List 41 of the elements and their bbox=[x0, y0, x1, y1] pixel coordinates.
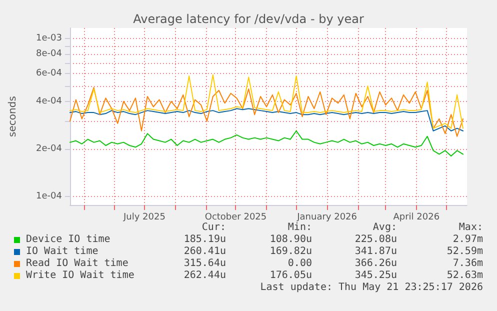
legend-label: IO Wait time bbox=[26, 246, 98, 258]
chart-title: Average latency for /dev/vda - by year bbox=[133, 12, 364, 26]
y-tick-label: 1e-03 bbox=[36, 34, 62, 44]
legend-label: Write IO Wait time bbox=[26, 270, 134, 282]
text: Min: bbox=[288, 222, 312, 234]
y-tick-label: 1e-04 bbox=[36, 191, 62, 202]
text: 0.00 bbox=[288, 258, 312, 270]
line-series bbox=[70, 87, 464, 137]
y-tick-label: 2e-04 bbox=[36, 144, 62, 154]
y-axis-title: seconds bbox=[8, 96, 18, 137]
line-series bbox=[70, 130, 464, 157]
text: Last update: Thu May 21 23:25:17 2026 bbox=[260, 282, 483, 294]
text: 262.44u bbox=[184, 270, 226, 282]
y-tick-label: 8e-04 bbox=[36, 49, 62, 60]
y-tick-label: 6e-04 bbox=[36, 68, 62, 79]
legend-label: Read IO Wait time bbox=[26, 258, 128, 270]
text: 169.82u bbox=[270, 246, 312, 258]
text: 52.59m bbox=[446, 246, 483, 258]
x-tick-label: April 2026 bbox=[393, 212, 440, 222]
text: 341.87u bbox=[354, 246, 397, 258]
text: 225.08u bbox=[354, 234, 397, 246]
text: 185.19u bbox=[184, 234, 226, 246]
text: 108.90u bbox=[270, 234, 312, 246]
x-tick-label: October 2025 bbox=[204, 212, 267, 222]
legend-label: Device IO time bbox=[26, 234, 110, 246]
text: Max: bbox=[458, 222, 483, 234]
text: 7.36m bbox=[452, 258, 483, 270]
line-series bbox=[70, 108, 464, 132]
text: 260.41u bbox=[184, 246, 226, 258]
x-tick-label: July 2025 bbox=[122, 212, 166, 222]
text: 52.63m bbox=[446, 270, 483, 282]
text: 2.97m bbox=[452, 234, 483, 246]
text: 176.05u bbox=[270, 270, 312, 282]
text: Avg: bbox=[372, 222, 397, 234]
text: 345.25u bbox=[354, 270, 397, 282]
x-tick-label: January 2026 bbox=[296, 212, 358, 222]
text: 366.26u bbox=[354, 258, 397, 270]
line-series bbox=[70, 74, 464, 129]
text: Cur: bbox=[202, 222, 226, 234]
y-tick-label: 4e-04 bbox=[36, 96, 62, 106]
text: 315.64u bbox=[184, 258, 226, 270]
